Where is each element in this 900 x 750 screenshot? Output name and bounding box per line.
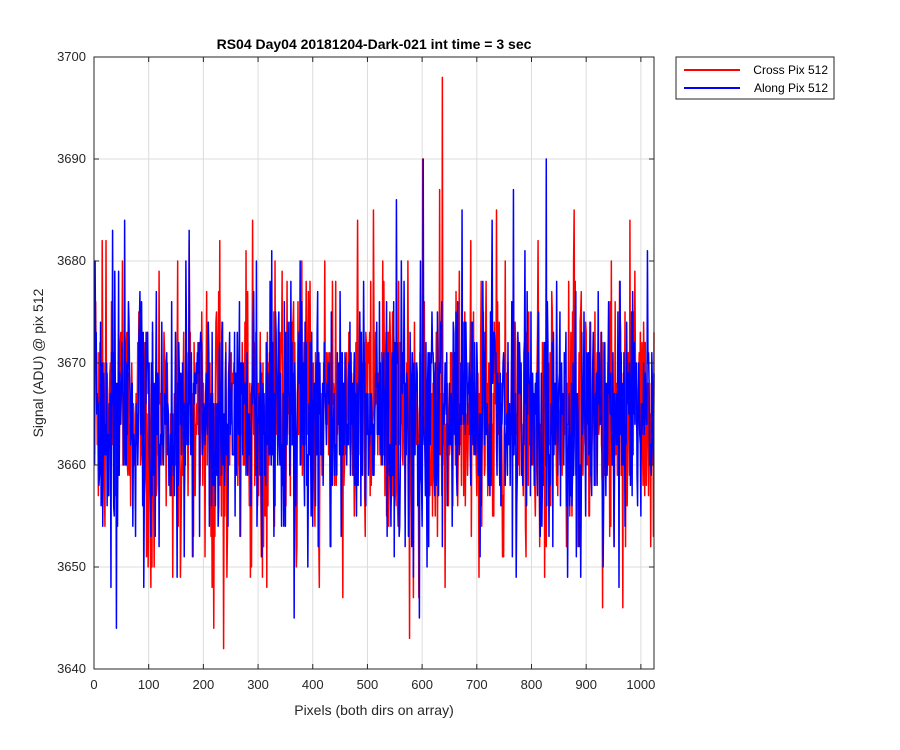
legend[interactable]: Cross Pix 512 Along Pix 512 [675,56,835,100]
y-tick-label: 3650 [57,559,86,574]
x-tick-label: 700 [466,677,488,692]
y-tick-label: 3640 [57,661,86,676]
x-tick-label: 500 [357,677,379,692]
legend-label-cross: Cross Pix 512 [753,63,828,77]
y-tick-label: 3700 [57,49,86,64]
x-tick-label: 0 [90,677,97,692]
x-tick-label: 800 [521,677,543,692]
legend-label-along: Along Pix 512 [754,81,828,95]
y-tick-label: 3670 [57,355,86,370]
chart-title: RS04 Day04 20181204-Dark-021 int time = … [217,36,532,52]
series-line-along [93,158,655,629]
ticks: 0 100 200 300 400 500 600 700 800 900 1000 3640 3650… [57,49,655,692]
x-tick-label: 200 [193,677,215,692]
y-tick-label: 3690 [57,151,86,166]
y-axis-label: Signal (ADU) @ pix 512 [30,288,46,437]
x-tick-label: 900 [575,677,597,692]
y-tick-label: 3660 [57,457,86,472]
series-layer [93,76,655,650]
x-tick-label: 1000 [626,677,655,692]
y-tick-label: 3680 [57,253,86,268]
x-tick-label: 600 [411,677,433,692]
x-tick-label: 100 [138,677,160,692]
x-axis-label: Pixels (both dirs on array) [294,702,454,718]
legend-box [675,56,835,100]
x-tick-label: 300 [247,677,269,692]
x-tick-label: 400 [302,677,324,692]
